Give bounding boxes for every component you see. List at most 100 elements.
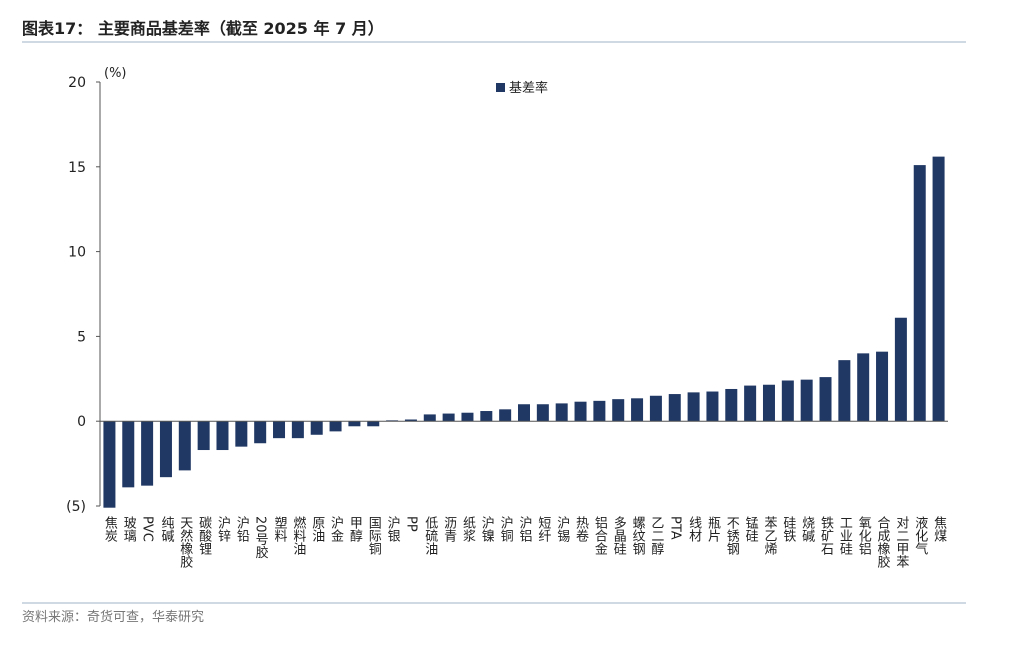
source: 资料来源：奇货可查，华泰研究 [22, 609, 204, 625]
x-tick-label: 焦炭 [102, 516, 118, 543]
bar [122, 421, 135, 488]
y-tick-label: 20 [68, 75, 86, 91]
x-tick-label: 螺纹钢 [630, 516, 646, 556]
y-unit: (%) [104, 66, 127, 81]
bar [781, 380, 794, 422]
x-tick-label: 焦煤 [931, 516, 947, 542]
bar [932, 156, 945, 422]
bar [725, 388, 738, 422]
x-tick-label: 20号胶 [253, 516, 269, 560]
bar [348, 421, 361, 427]
x-tick-label: 线材 [686, 516, 702, 542]
x-tick-label: 多晶硅 [611, 515, 627, 555]
x-tick-label: 苯乙烯 [761, 516, 777, 555]
bar [574, 401, 587, 422]
bar [518, 404, 530, 422]
x-tick-label: 烧碱 [799, 516, 815, 542]
x-tick-label: 沪铝 [517, 515, 533, 542]
x-tick-label: 原油 [309, 516, 325, 542]
x-tick-label: 瓶片 [705, 516, 721, 542]
legend-label: 基差率 [509, 80, 548, 96]
x-tick-label: 不锈钢 [724, 516, 740, 556]
x-tick-label: 液化气 [912, 516, 928, 555]
x-tick-label: 玻璃 [121, 516, 137, 542]
x-tick-label: 碳酸锂 [196, 516, 212, 556]
bar [235, 421, 248, 447]
bar [197, 421, 210, 451]
x-tick-label: 燃料油 [290, 515, 306, 555]
bar [819, 377, 832, 422]
bar [480, 411, 493, 422]
bar [687, 392, 700, 422]
bar [800, 379, 813, 422]
bar [254, 421, 267, 444]
x-tick-label: 合成橡胶 [875, 516, 891, 569]
bar [894, 317, 907, 422]
x-tick-label: 沪铅 [234, 515, 250, 542]
bar [876, 351, 889, 422]
x-tick-label: 纸浆 [460, 516, 476, 542]
bar [178, 421, 191, 471]
bar [461, 412, 474, 422]
x-tick-label: 沪金 [328, 515, 344, 542]
bar [141, 421, 154, 486]
bar [404, 419, 417, 422]
bar [216, 421, 229, 451]
x-tick-label: 热卷 [573, 516, 589, 542]
bar [668, 394, 681, 422]
bar [649, 395, 662, 422]
x-tick-label: 沪镍 [479, 515, 495, 542]
x-tick-label: 工业硅 [837, 516, 853, 555]
x-tick-label: PVC [140, 516, 155, 542]
x-tick-label: 低硫油 [422, 516, 438, 555]
x-tick-label: 国际铜 [366, 516, 382, 555]
x-tick-label: 沪铜 [498, 515, 513, 542]
legend-swatch [496, 83, 505, 92]
x-tick-label: 纯碱 [158, 516, 174, 542]
x-tick-label: 硅铁 [780, 516, 796, 542]
y-tick-label: (5) [66, 499, 86, 515]
bar [159, 421, 172, 478]
bar [536, 404, 549, 422]
x-tick-label: 塑料 [272, 516, 288, 542]
bar [499, 409, 512, 422]
bar [744, 385, 757, 422]
bar [442, 413, 455, 422]
bar [329, 421, 342, 432]
bar [838, 360, 851, 422]
y-tick-label: 10 [68, 245, 86, 261]
bar [612, 399, 625, 422]
x-tick-label: 沪锌 [215, 515, 231, 542]
x-tick-label: 铝合金 [592, 516, 608, 555]
x-tick-label: 氧化铝 [856, 516, 872, 555]
bar [857, 353, 870, 422]
x-tick-label: 铁矿石 [818, 516, 834, 555]
x-tick-label: PTA [667, 516, 682, 540]
x-tick-label: 天然橡胶 [177, 516, 193, 569]
bar [631, 398, 644, 422]
bar [273, 421, 286, 439]
y-tick-label: 5 [77, 329, 86, 345]
x-tick-label: 锰硅 [743, 516, 759, 542]
chart-title: 图表17： 主要商品基差率（截至 2025 年 7 月） [22, 19, 384, 38]
x-tick-label: 沪锡 [554, 515, 570, 542]
bar [555, 403, 568, 422]
x-tick-label: 乙二醇 [648, 516, 664, 555]
bar [291, 421, 304, 439]
bar [706, 391, 719, 422]
bar [423, 414, 436, 422]
bar [310, 421, 323, 435]
bar [913, 165, 926, 422]
bar [103, 421, 116, 508]
y-tick-label: 0 [77, 414, 86, 430]
y-tick-label: 15 [68, 160, 86, 176]
x-tick-label: 甲醇 [347, 516, 363, 542]
x-tick-label: 短纤 [535, 516, 551, 542]
bar [367, 421, 380, 427]
bar [762, 384, 775, 422]
x-tick-label: 对二甲苯 [893, 516, 909, 568]
x-tick-label: PP [403, 516, 418, 532]
x-tick-label: 沥青 [441, 516, 457, 542]
x-tick-label: 沪银 [385, 515, 401, 542]
